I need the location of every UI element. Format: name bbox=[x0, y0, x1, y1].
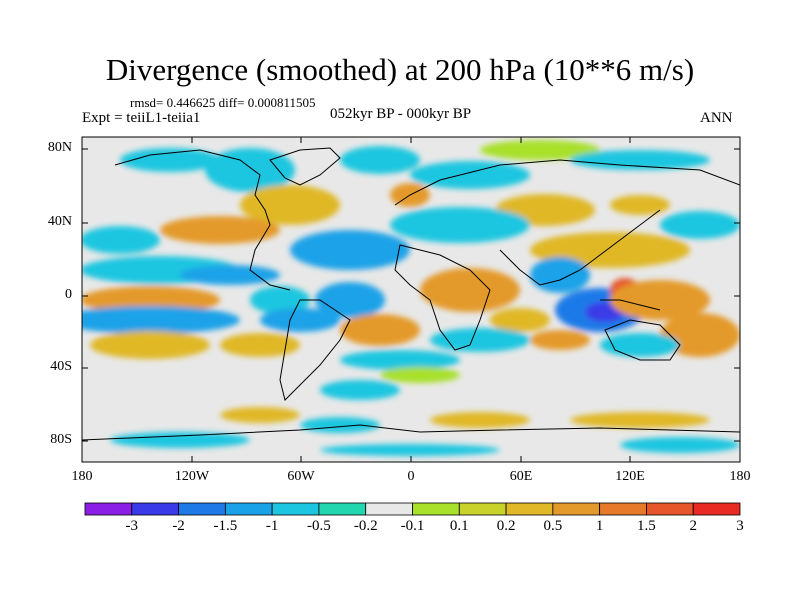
colorbar-label: -1 bbox=[265, 518, 279, 534]
colorbar-label: -3 bbox=[125, 518, 139, 534]
colorbar-label: -0.2 bbox=[353, 518, 378, 534]
colorbar-label: -0.5 bbox=[307, 518, 331, 534]
colorbar-label: 1.5 bbox=[637, 518, 656, 534]
lon-label-180e: 180 bbox=[729, 469, 751, 484]
period-label: 052kyr BP - 000kyr BP bbox=[330, 106, 472, 122]
lon-label-60e: 60E bbox=[509, 469, 533, 484]
colorbar bbox=[84, 502, 741, 516]
lon-label-0: 0 bbox=[407, 469, 415, 484]
lon-label-60w: 60W bbox=[287, 469, 315, 484]
divergence-field bbox=[82, 140, 740, 456]
lat-label-80s: 80S bbox=[50, 432, 72, 447]
coastlines bbox=[82, 147, 740, 441]
colorbar-label: -1.5 bbox=[213, 518, 238, 534]
colorbar-swatch bbox=[84, 502, 133, 516]
colorbar-label: -2 bbox=[172, 518, 185, 534]
lat-label-0: 0 bbox=[65, 287, 72, 302]
lat-label-80n: 80N bbox=[47, 140, 72, 155]
colorbar-swatch bbox=[318, 502, 367, 516]
colorbar-swatch bbox=[412, 502, 460, 516]
colorbar-swatch bbox=[599, 502, 647, 516]
axis-ticks bbox=[81, 137, 741, 462]
colorbar-swatch bbox=[224, 502, 273, 516]
colorbar-label: 0.1 bbox=[449, 518, 469, 534]
colorbar-label: 1 bbox=[595, 518, 604, 534]
map-title: Divergence (smoothed) at 200 hPa (10**6 … bbox=[105, 52, 695, 87]
lat-label-40s: 40S bbox=[50, 359, 72, 374]
lon-label-180w: 180 bbox=[71, 469, 93, 484]
season-label: ANN bbox=[700, 110, 733, 126]
lon-label-120e: 120E bbox=[615, 469, 645, 484]
colorbar-label: 0.5 bbox=[543, 518, 563, 534]
colorbar-swatch bbox=[505, 502, 554, 516]
colorbar-swatch bbox=[131, 502, 179, 516]
colorbar-label: 0.2 bbox=[496, 518, 516, 534]
colorbar-swatch bbox=[178, 502, 226, 516]
colorbar-swatch bbox=[365, 502, 413, 516]
colorbar-swatch bbox=[458, 502, 507, 516]
colorbar-label: 3 bbox=[736, 518, 744, 534]
colorbar-swatch bbox=[646, 502, 694, 516]
lon-label-120w: 120W bbox=[174, 469, 210, 484]
colorbar-swatch bbox=[552, 502, 601, 516]
colorbar-swatch bbox=[271, 502, 320, 516]
experiment-label: Expt = teiiL1-teiia1 bbox=[82, 110, 201, 126]
stats-text: rmsd= 0.446625 diff= 0.000811505 bbox=[130, 95, 316, 110]
colorbar-swatch bbox=[692, 502, 741, 516]
lat-label-40n: 40N bbox=[47, 214, 72, 229]
colorbar-label: 2 bbox=[689, 518, 697, 534]
colorbar-label: -0.1 bbox=[400, 518, 425, 534]
